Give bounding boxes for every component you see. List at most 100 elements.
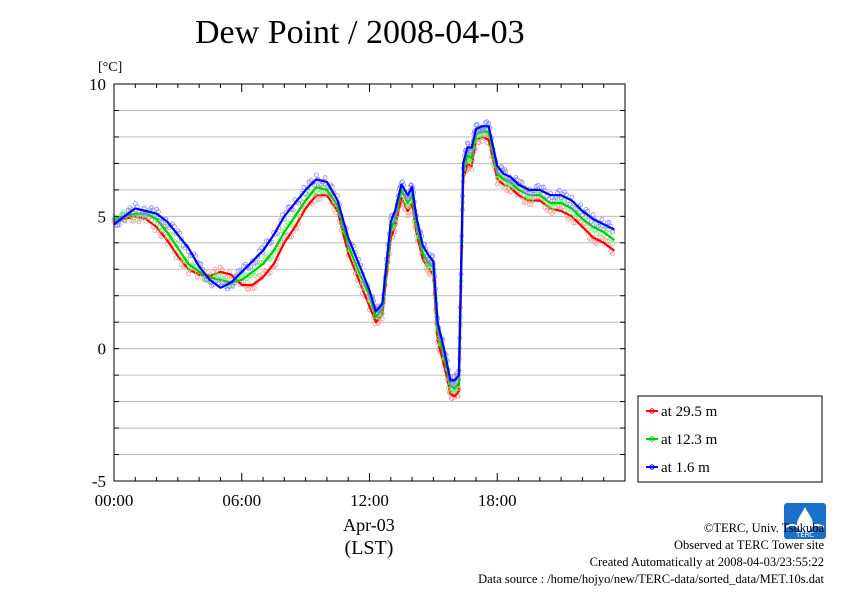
legend-label: at 29.5 m bbox=[661, 404, 718, 420]
data-point bbox=[290, 207, 296, 213]
data-point bbox=[526, 202, 532, 207]
data-point bbox=[578, 202, 584, 208]
legend-box bbox=[637, 395, 823, 483]
data-point bbox=[610, 241, 615, 246]
data-point bbox=[313, 172, 319, 178]
data-point bbox=[253, 259, 259, 265]
data-point bbox=[301, 185, 307, 190]
axes: -5 0 5 10 00:00 06:00 12:00 18:00 bbox=[89, 75, 626, 510]
data-point bbox=[248, 264, 254, 270]
legend-label: at 12.3 m bbox=[661, 432, 718, 448]
data-point bbox=[246, 286, 252, 292]
y-tick-label: 0 bbox=[98, 340, 107, 359]
data-point bbox=[205, 270, 211, 275]
data-point bbox=[232, 280, 238, 286]
legend-marker bbox=[649, 464, 655, 470]
data-point bbox=[588, 219, 594, 225]
series-dots bbox=[111, 119, 615, 388]
data-point bbox=[194, 275, 200, 280]
x-axis-date-label: Apr-03 bbox=[343, 515, 395, 535]
data-point bbox=[590, 212, 596, 218]
data-point bbox=[469, 167, 475, 172]
series-group bbox=[111, 119, 616, 402]
series-2 bbox=[111, 119, 615, 388]
x-tick-label: 00:00 bbox=[95, 491, 134, 510]
data-point bbox=[315, 196, 321, 202]
data-point bbox=[186, 266, 191, 272]
copyright-text: ©TERC, Univ. Tsukuba bbox=[703, 521, 824, 535]
data-point bbox=[569, 194, 575, 200]
data-point bbox=[304, 185, 310, 191]
x-tick-label: 18:00 bbox=[478, 491, 517, 510]
data-point bbox=[131, 216, 136, 222]
data-point bbox=[604, 220, 610, 226]
data-point bbox=[465, 141, 471, 147]
data-point bbox=[258, 245, 264, 251]
data-point bbox=[219, 273, 225, 279]
data-point bbox=[505, 183, 511, 188]
source-text: Data source : /home/hojyo/new/TERC-data/… bbox=[478, 572, 824, 586]
series-line bbox=[113, 125, 615, 382]
svg-text:TERC: TERC bbox=[795, 531, 814, 539]
data-point bbox=[406, 204, 411, 209]
data-point bbox=[571, 220, 576, 226]
data-point bbox=[507, 189, 513, 195]
data-point bbox=[556, 187, 562, 193]
data-point bbox=[525, 190, 530, 196]
legend: at 29.5 m at 12.3 m at 1.6 m bbox=[637, 395, 823, 483]
data-point bbox=[405, 213, 411, 219]
data-point bbox=[406, 195, 411, 201]
data-point bbox=[528, 202, 534, 208]
page-title: Dew Point / 2008-04-03 bbox=[195, 14, 525, 51]
data-point bbox=[317, 196, 323, 202]
legend-label: at 1.6 m bbox=[661, 460, 710, 476]
plot-frame bbox=[113, 83, 626, 482]
data-point bbox=[122, 218, 128, 224]
data-point bbox=[562, 198, 568, 203]
data-point bbox=[120, 211, 126, 217]
data-point bbox=[251, 285, 257, 291]
data-point bbox=[530, 191, 536, 197]
data-point bbox=[519, 179, 525, 185]
series-line bbox=[113, 135, 616, 398]
data-point bbox=[267, 270, 273, 276]
grid-lines bbox=[114, 110, 625, 455]
series-dots bbox=[111, 130, 615, 402]
series-dots bbox=[111, 124, 615, 394]
x-axis-timezone-label: (LST) bbox=[345, 537, 394, 559]
data-point bbox=[312, 191, 317, 197]
data-point bbox=[606, 219, 612, 225]
data-point bbox=[610, 251, 615, 257]
legend-marker bbox=[649, 408, 655, 414]
series-1 bbox=[111, 124, 616, 394]
y-tick-label: 10 bbox=[89, 75, 106, 94]
data-point bbox=[179, 236, 184, 242]
data-point bbox=[551, 204, 557, 210]
y-axis-unit-label: [°C] bbox=[98, 60, 122, 75]
data-point bbox=[430, 253, 436, 259]
data-point bbox=[322, 175, 328, 181]
y-tick-label: 5 bbox=[98, 207, 107, 226]
x-tick-label: 06:00 bbox=[222, 491, 261, 510]
data-point bbox=[535, 182, 541, 188]
data-point bbox=[452, 389, 458, 394]
data-point bbox=[239, 269, 245, 275]
data-point bbox=[585, 208, 591, 214]
data-point bbox=[599, 217, 605, 222]
data-point bbox=[455, 386, 461, 391]
data-point bbox=[588, 227, 594, 233]
observed-text: Observed at TERC Tower site bbox=[673, 538, 824, 552]
data-point bbox=[246, 276, 252, 282]
data-point bbox=[583, 224, 589, 230]
data-point bbox=[379, 316, 385, 322]
x-tick-label: 12:00 bbox=[350, 491, 389, 510]
series-0 bbox=[111, 130, 616, 402]
footer-credits: ©TERC, Univ. Tsukuba Observed at TERC To… bbox=[478, 520, 824, 588]
y-tick-label: -5 bbox=[92, 472, 106, 491]
data-point bbox=[469, 160, 475, 166]
data-point bbox=[120, 209, 126, 215]
terc-logo-icon: TERC bbox=[784, 503, 826, 544]
data-point bbox=[159, 219, 165, 225]
data-point bbox=[377, 308, 383, 313]
data-point bbox=[116, 222, 122, 228]
